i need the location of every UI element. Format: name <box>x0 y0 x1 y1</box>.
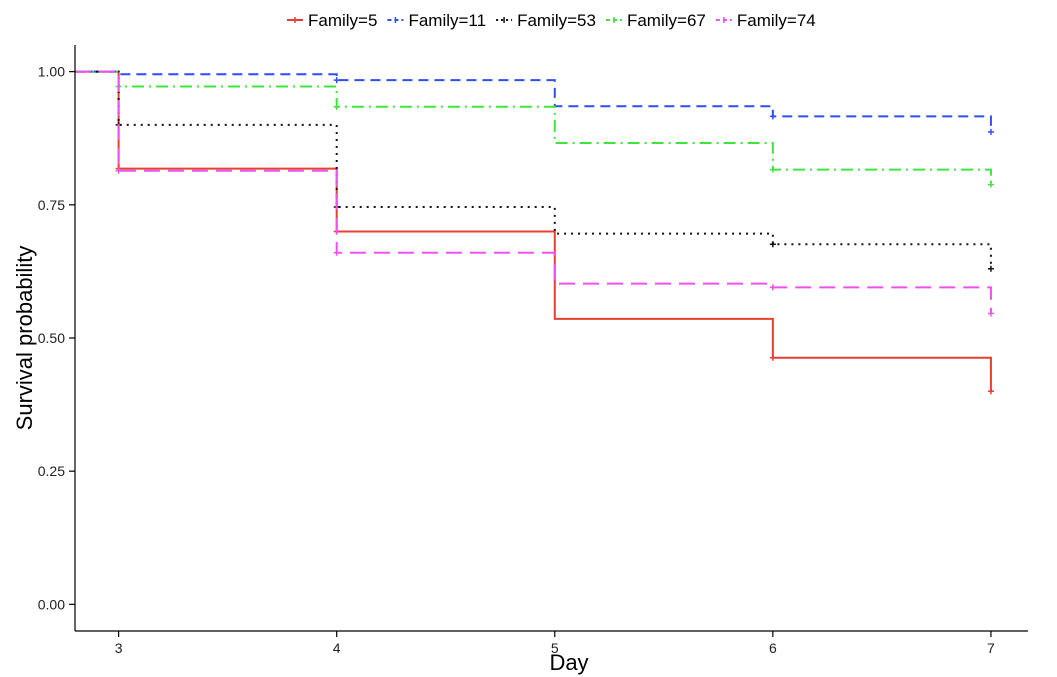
y-tick-label: 0.00 <box>38 596 65 612</box>
censor-mark <box>769 354 776 361</box>
x-tick-label: 6 <box>769 640 777 656</box>
censor-mark <box>333 249 340 256</box>
censor-mark <box>769 113 776 120</box>
censor-mark <box>115 167 122 174</box>
censor-mark <box>987 388 994 395</box>
y-tick-label: 1.00 <box>38 64 65 80</box>
series-family-53 <box>75 70 994 272</box>
legend-item-family-53: Family=53 <box>496 11 596 30</box>
legend-label: Family=67 <box>627 11 706 30</box>
censor-mark <box>769 241 776 248</box>
axes: 3 4 5 6 7 0.00 0.25 0.50 0.75 1.00 Day Survival … <box>12 45 1028 675</box>
series-line-family-11 <box>75 70 992 132</box>
series-family-67 <box>75 70 994 188</box>
series-family-74 <box>75 70 994 317</box>
censor-mark <box>769 284 776 291</box>
legend-item-family-74: Family=74 <box>715 11 816 30</box>
series-line-family-53 <box>75 70 992 269</box>
censor-mark <box>987 181 994 188</box>
x-tick-label: 4 <box>333 640 341 656</box>
censor-mark <box>987 265 994 272</box>
legend-item-family-11: Family=11 <box>387 11 486 30</box>
series-line-family-74 <box>75 70 992 314</box>
series-layer <box>75 70 994 395</box>
y-tick-label: 0.25 <box>38 463 65 479</box>
series-family-11 <box>75 70 994 135</box>
x-tick-label: 7 <box>987 640 995 656</box>
censor-mark <box>769 166 776 173</box>
y-axis-title: Survival probability <box>12 246 37 431</box>
censor-mark <box>333 77 340 84</box>
censor-mark <box>987 128 994 135</box>
x-tick-label: 5 <box>551 640 559 656</box>
legend-item-family-5: Family=5 <box>287 11 377 30</box>
x-axis-title: Day <box>549 650 588 675</box>
x-tick-label: 3 <box>115 640 123 656</box>
censor-mark <box>987 310 994 317</box>
series-line-family-5 <box>75 70 992 392</box>
y-tick-label: 0.50 <box>38 330 65 346</box>
series-family-5 <box>75 70 994 395</box>
x-ticks: 3 4 5 6 7 <box>115 631 995 656</box>
legend: Family=5 Family=11 Family=53 Family=67 Famil… <box>287 11 816 30</box>
legend-item-family-67: Family=67 <box>605 11 706 30</box>
legend-label: Family=53 <box>517 11 596 30</box>
y-ticks: 0.00 0.25 0.50 0.75 1.00 <box>38 64 75 612</box>
legend-label: Family=5 <box>308 11 377 30</box>
y-tick-label: 0.75 <box>38 197 65 213</box>
legend-label: Family=74 <box>737 11 816 30</box>
legend-label: Family=11 <box>408 11 486 30</box>
censor-mark <box>333 103 340 110</box>
